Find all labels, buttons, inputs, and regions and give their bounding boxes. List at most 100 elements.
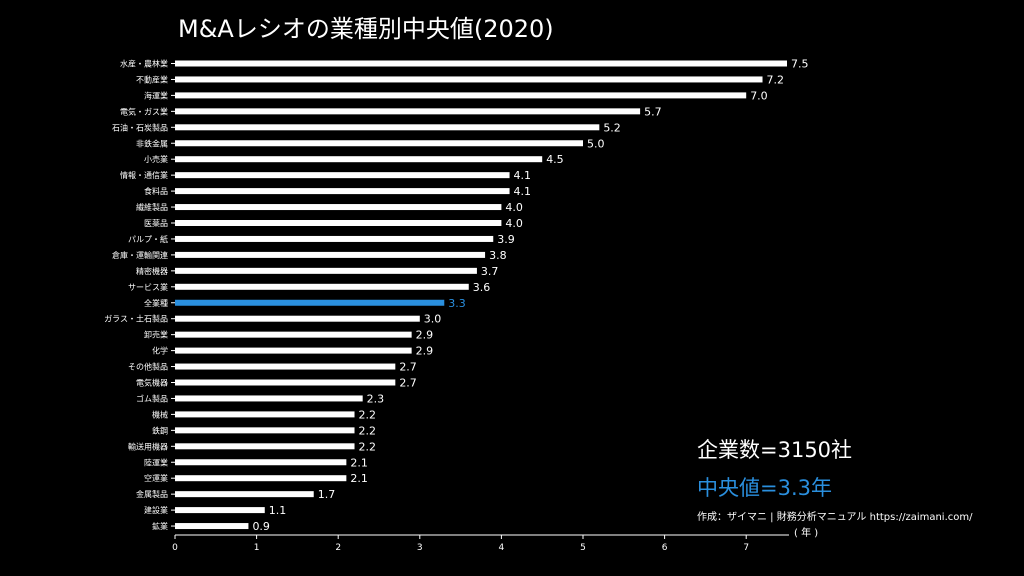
x-tick-label: 4 [499, 543, 505, 553]
category-label: 精密機器 [136, 266, 168, 276]
category-label: 鉱業 [152, 521, 168, 531]
credit-text: 作成：ザイマニ | 財務分析マニュアル https://zaimani.com/ [697, 512, 973, 523]
value-label: 1.7 [318, 488, 336, 501]
bar [175, 459, 347, 466]
value-label: 3.0 [424, 313, 442, 326]
category-label: 不動産業 [136, 74, 168, 84]
value-label: 4.5 [546, 153, 564, 166]
category-label: その他製品 [128, 362, 168, 372]
category-label: パルプ・紙 [128, 234, 168, 244]
x-tick-label: 5 [580, 543, 586, 553]
category-label: 輸送用機器 [128, 441, 168, 451]
category-label: 建設業 [144, 505, 168, 515]
bar-highlight [175, 299, 445, 306]
bar [175, 60, 787, 67]
value-label: 4.0 [505, 217, 523, 230]
category-label: 電気機器 [136, 378, 168, 388]
category-label: 鉄鋼 [152, 425, 168, 435]
bar [175, 251, 486, 258]
bar [175, 363, 396, 370]
value-label: 2.9 [416, 329, 434, 342]
category-label: 倉庫・運輸関連 [112, 250, 168, 260]
bar [175, 188, 510, 195]
bar [175, 204, 502, 211]
value-label: 1.1 [269, 504, 287, 517]
bar [175, 267, 477, 274]
bar [175, 235, 494, 242]
x-axis-unit: ( 年 ) [794, 528, 819, 539]
value-label: 5.2 [603, 121, 621, 134]
category-label: 小売業 [144, 154, 168, 164]
bar [175, 347, 412, 354]
bar [175, 108, 641, 115]
bar [175, 156, 543, 163]
category-label: ゴム製品 [136, 393, 168, 403]
bar [175, 76, 763, 83]
x-tick-label: 6 [662, 543, 668, 553]
category-label: 空運業 [144, 473, 168, 483]
category-label: 情報・通信業 [120, 170, 168, 180]
value-label: 2.2 [359, 408, 377, 421]
bar [175, 395, 363, 402]
category-label: 機械 [152, 409, 168, 419]
value-label: 7.5 [791, 58, 809, 71]
value-label: 7.0 [750, 89, 768, 102]
bar [175, 140, 583, 147]
category-label: 卸売業 [144, 330, 168, 340]
median-annotation: 中央値=3.3年 [697, 476, 832, 500]
value-label: 5.7 [644, 105, 662, 118]
value-label: 0.9 [252, 520, 270, 533]
bar [175, 220, 502, 226]
x-tick-label: 7 [743, 543, 749, 553]
value-label: 3.8 [489, 249, 507, 262]
bar [175, 124, 600, 131]
category-label: 電気・ガス業 [120, 106, 168, 116]
bar [175, 283, 469, 290]
bar [175, 443, 355, 450]
value-label: 2.7 [399, 377, 417, 390]
category-label: 陸運業 [144, 457, 168, 467]
value-label: 5.0 [587, 137, 605, 150]
bar [175, 331, 412, 338]
category-label: 医薬品 [144, 218, 168, 228]
value-label: 4.0 [505, 201, 523, 214]
category-label: ガラス・土石製品 [104, 314, 168, 324]
value-label: 2.1 [350, 456, 368, 469]
value-label: 3.9 [497, 233, 515, 246]
category-label: 化学 [152, 346, 168, 356]
bar [175, 491, 314, 498]
bar [175, 315, 420, 322]
value-label: 2.7 [399, 361, 417, 374]
value-label: 7.2 [767, 73, 785, 86]
x-tick-label: 1 [254, 543, 260, 553]
value-label: 3.7 [481, 265, 499, 278]
bar [175, 92, 747, 99]
x-tick-label: 3 [417, 543, 423, 553]
bar [175, 379, 396, 386]
value-label: 3.3 [448, 297, 466, 310]
bar [175, 523, 249, 530]
x-tick-label: 2 [335, 543, 341, 553]
value-label: 2.2 [359, 440, 377, 453]
category-label: 繊維製品 [136, 202, 168, 212]
value-label: 4.1 [514, 169, 532, 182]
category-label: 金属製品 [136, 489, 168, 499]
value-label: 2.1 [350, 472, 368, 485]
category-label: サービス業 [128, 282, 168, 292]
company-count-annotation: 企業数=3150社 [697, 438, 853, 462]
category-label: 海運業 [144, 90, 168, 100]
bar [175, 507, 265, 514]
category-label: 非鉄金属 [136, 138, 168, 148]
bar [175, 172, 510, 179]
category-label: 石油・石炭製品 [112, 122, 168, 132]
category-label: 水産・農林業 [120, 59, 168, 69]
value-label: 2.9 [416, 345, 434, 358]
bar [175, 411, 355, 418]
value-label: 4.1 [514, 185, 532, 198]
value-label: 2.3 [367, 392, 385, 405]
value-label: 3.6 [473, 281, 491, 294]
bar [175, 427, 355, 434]
value-label: 2.2 [359, 424, 377, 437]
chart-title: M&Aレシオの業種別中央値(2020) [178, 15, 554, 43]
